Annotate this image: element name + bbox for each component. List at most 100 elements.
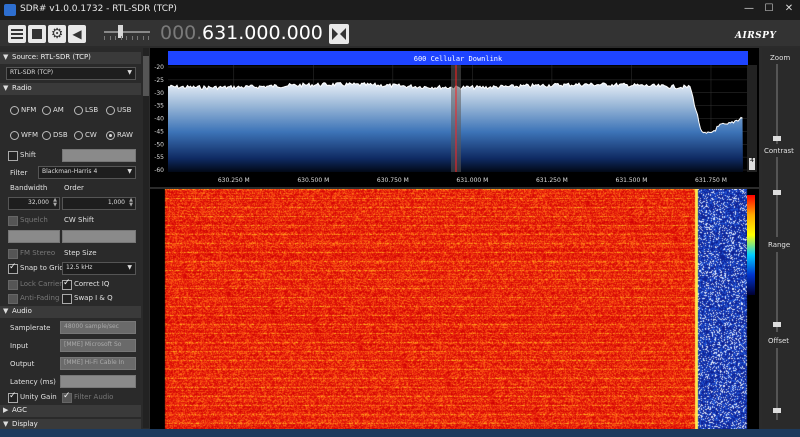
radio-section-header[interactable]: ▼ Radio (0, 83, 141, 95)
spinner-icon: ▲ ▼ (129, 197, 133, 208)
audio-output-dropdown[interactable]: [MME] Hi-Fi Cable In (60, 357, 136, 370)
audio-input-value: [MME] Microsoft So (64, 341, 122, 348)
contrast-label: Contrast (764, 147, 794, 155)
dropdown-caret-icon: ▼ (127, 168, 132, 175)
cw-shift-input[interactable] (62, 230, 136, 243)
volume-tick (131, 36, 133, 40)
audio-output-value: [MME] Hi-Fi Cable In (64, 359, 125, 366)
volume-tick (142, 36, 144, 40)
audio-section-header[interactable]: ▼ Audio (0, 306, 141, 318)
step-size-label: Step Size (64, 249, 97, 257)
correct-iq-checkbox[interactable] (62, 278, 72, 290)
collapse-arrow-icon: ▼ (3, 53, 9, 61)
mode-radio-lsb[interactable] (74, 106, 83, 115)
waterfall-canvas[interactable] (150, 189, 759, 429)
airspy-logo: AIRSPY (735, 31, 777, 41)
range-slider[interactable] (776, 252, 778, 332)
squelch-input[interactable] (8, 230, 60, 243)
x-tick-label: 631.250 M (536, 177, 568, 184)
mode-radio-nfm[interactable] (10, 106, 19, 115)
center-tune-button[interactable] (329, 24, 349, 44)
dropdown-caret-icon: ▼ (127, 69, 132, 76)
maximize-button[interactable]: ☐ (764, 3, 774, 14)
bandwidth-label: Bandwidth (10, 184, 48, 192)
offset-slider-thumb[interactable] (773, 408, 781, 413)
zoom-slider[interactable] (776, 64, 778, 144)
filter-audio-checkbox[interactable] (62, 391, 72, 403)
agc-header-label: AGC (12, 406, 27, 414)
mode-radio-wfm[interactable] (10, 131, 19, 140)
spectrum-analyzer[interactable]: 600 Cellular Downlink -20 -25 -30 -35 -40 -45… (150, 48, 759, 187)
mode-radio-usb[interactable] (106, 106, 115, 115)
volume-slider[interactable] (104, 31, 150, 33)
snap-to-grid-checkbox[interactable] (8, 262, 18, 274)
volume-tick (148, 36, 149, 40)
close-button[interactable]: ✕ (784, 3, 794, 14)
contrast-slider-thumb[interactable] (773, 190, 781, 195)
shift-frequency-input[interactable] (62, 149, 136, 162)
anti-fading-checkbox[interactable] (8, 294, 18, 304)
menu-button[interactable] (8, 25, 26, 43)
latency-label: Latency (ms) (10, 378, 56, 386)
minimize-button[interactable]: — (744, 3, 754, 14)
mode-radio-am[interactable] (42, 106, 51, 115)
y-tick-label: -60 (154, 167, 164, 174)
filter-label: Filter (10, 169, 28, 177)
squelch-checkbox[interactable] (8, 216, 18, 226)
samplerate-dropdown[interactable]: 48000 sample/sec (60, 321, 136, 334)
app-icon (4, 4, 16, 16)
order-input[interactable]: 1,000 ▲ ▼ (62, 197, 136, 210)
spectrum-plot[interactable]: 600 Cellular Downlink -20 -25 -30 -35 -40 -45… (150, 48, 759, 187)
mode-radio-raw[interactable] (106, 131, 115, 140)
x-tick-label: 631.750 M (695, 177, 727, 184)
settings-button[interactable]: ⚙ (48, 25, 66, 43)
offset-label: Offset (768, 337, 790, 345)
spectrum-scrollbar-thumb[interactable] (749, 158, 755, 170)
bandwidth-input[interactable]: 32,000 ▲ ▼ (8, 197, 60, 210)
unity-gain-checkbox[interactable] (8, 391, 18, 403)
frequency-leading-digits[interactable]: 000. (160, 22, 203, 44)
agc-section-header[interactable]: ▶ AGC (0, 405, 141, 417)
zoom-label: Zoom (770, 54, 791, 62)
spectrum-scrollbar[interactable] (747, 65, 757, 172)
contrast-slider[interactable] (776, 157, 778, 237)
latency-input[interactable] (60, 375, 136, 388)
waterfall-display[interactable] (150, 189, 759, 429)
hamburger-icon (11, 29, 23, 31)
range-slider-thumb[interactable] (773, 322, 781, 327)
mode-radio-dsb[interactable] (42, 131, 51, 140)
y-tick-label: -30 (154, 90, 164, 97)
mode-label-nfm: NFM (21, 106, 37, 114)
source-section-header[interactable]: ▼ Source: RTL-SDR (TCP) (0, 52, 141, 64)
mode-label-lsb: LSB (85, 106, 99, 114)
order-value: 1,000 (107, 199, 125, 206)
step-size-dropdown[interactable]: 12.5 kHz ▼ (62, 262, 136, 275)
spectrum-scroll-value: 4 (750, 157, 754, 164)
source-device-dropdown[interactable]: RTL-SDR (TCP) ▼ (6, 67, 136, 80)
control-panel-scrollbar[interactable] (143, 48, 149, 428)
output-label: Output (10, 360, 35, 368)
lock-carrier-checkbox[interactable] (8, 280, 18, 290)
collapse-arrow-icon: ▼ (3, 307, 9, 315)
swap-iq-checkbox[interactable] (62, 294, 72, 304)
volume-slider-thumb[interactable] (118, 25, 123, 38)
y-tick-label: -45 (154, 128, 164, 135)
fm-stereo-checkbox[interactable] (8, 249, 18, 259)
audio-input-dropdown[interactable]: [MME] Microsoft So (60, 339, 136, 352)
zoom-slider-thumb[interactable] (773, 136, 781, 141)
radio-header-label: Radio (12, 84, 32, 92)
stop-button[interactable] (28, 25, 46, 43)
mode-label-usb: USB (117, 106, 132, 114)
display-section-header[interactable]: ▼ Display (0, 419, 141, 429)
filter-dropdown[interactable]: Blackman-Harris 4 ▼ (38, 166, 136, 179)
volume-tick (104, 36, 105, 40)
mode-radio-cw[interactable] (74, 131, 83, 140)
shift-checkbox[interactable] (8, 151, 18, 161)
y-tick-label: -55 (154, 154, 164, 161)
mute-button[interactable]: ◀ (68, 25, 86, 43)
offset-slider[interactable] (776, 348, 778, 420)
samplerate-label: Samplerate (10, 324, 51, 332)
x-tick-label: 630.250 M (218, 177, 250, 184)
frequency-display[interactable]: 631.000.000 (202, 22, 323, 44)
control-panel-scrollbar-thumb[interactable] (143, 56, 149, 96)
